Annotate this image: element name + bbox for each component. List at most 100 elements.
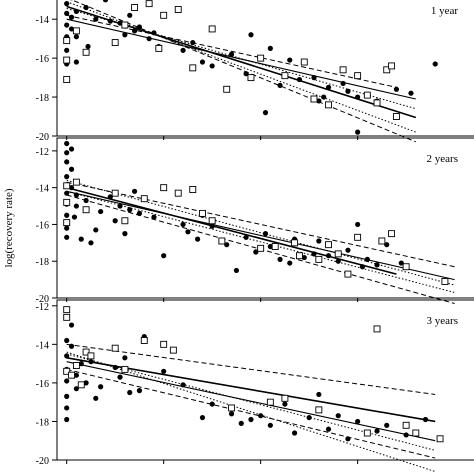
data-point-filled: [117, 20, 123, 26]
data-point-filled: [199, 414, 206, 421]
data-point-filled: [316, 238, 322, 244]
data-point-open: [392, 113, 400, 120]
data-point-filled: [374, 428, 380, 434]
data-point-filled: [127, 389, 133, 396]
data-point-open: [281, 394, 289, 402]
data-point-filled: [151, 30, 157, 36]
data-point-filled: [98, 384, 104, 390]
data-point-open: [63, 182, 71, 190]
data-point-filled: [228, 411, 235, 417]
data-point-filled: [355, 129, 361, 135]
data-point-filled: [355, 418, 361, 425]
data-point-filled: [68, 343, 75, 349]
data-point-filled: [408, 90, 414, 96]
data-point-filled: [64, 159, 70, 165]
data-point-filled: [262, 110, 269, 116]
data-point-filled: [122, 32, 128, 38]
panel-label: 3 years: [427, 315, 458, 327]
data-point-open: [271, 243, 279, 250]
data-point-open: [291, 239, 299, 247]
data-point-filled: [267, 422, 273, 428]
data-point-filled: [83, 380, 89, 386]
data-point-filled: [161, 253, 167, 259]
data-point-open: [82, 348, 90, 356]
confidence-band-dashed: [66, 14, 397, 88]
data-point-filled: [296, 76, 303, 83]
data-point-filled: [146, 36, 152, 42]
data-point-filled: [131, 28, 138, 34]
data-point-filled: [422, 416, 429, 423]
data-point-open: [378, 237, 386, 245]
y-axis-label: log(recovery rate): [3, 188, 15, 267]
data-point-open: [145, 0, 153, 8]
panel-2: -12 -14 -16 -18 -20 2 years: [36, 137, 474, 305]
data-point-filled: [180, 221, 186, 228]
data-point-open: [208, 25, 216, 33]
data-point-open: [436, 435, 444, 443]
panel-frame: [56, 0, 474, 137]
data-point-open: [300, 58, 308, 66]
data-point-open: [281, 72, 289, 80]
data-point-open: [63, 219, 71, 227]
panels-container: -14 -16 -18 -20 1 year -12 -14 -16 -18 -20 2 years…: [36, 0, 474, 473]
data-point-filled: [287, 57, 293, 63]
data-point-open: [63, 37, 71, 45]
confidence-band-dotted: [66, 351, 436, 473]
data-point-filled: [209, 223, 215, 229]
data-point-filled: [136, 388, 143, 394]
data-point-filled: [355, 94, 361, 100]
data-point-filled: [325, 253, 332, 259]
confidence-band-dotted: [66, 179, 455, 286]
data-point-filled: [64, 393, 70, 399]
data-point-filled: [282, 401, 288, 407]
data-point-filled: [68, 166, 75, 172]
panel-frame: [56, 299, 474, 461]
data-point-filled: [136, 24, 143, 30]
data-point-filled: [345, 88, 351, 94]
data-point-filled: [301, 254, 307, 261]
data-point-open: [174, 189, 182, 197]
y-tick-label: -18: [36, 93, 49, 104]
data-point-open: [72, 27, 80, 35]
data-point-open: [63, 313, 71, 321]
data-point-open: [77, 381, 85, 389]
data-point-open: [140, 337, 148, 344]
data-point-filled: [78, 361, 84, 367]
data-point-open: [131, 4, 139, 11]
data-point-open: [247, 74, 255, 82]
fit-line: [66, 186, 397, 275]
data-point-open: [63, 198, 71, 206]
data-point-open: [189, 64, 197, 72]
data-point-filled: [403, 432, 409, 438]
data-point-open: [111, 39, 119, 47]
data-point-filled: [262, 231, 269, 237]
data-point-filled: [180, 47, 186, 53]
data-point-open: [174, 6, 182, 13]
data-point-open: [257, 244, 265, 252]
data-point-filled: [64, 174, 70, 180]
data-point-filled: [224, 242, 230, 248]
y-tick-label: -12: [36, 147, 49, 158]
data-point-filled: [335, 413, 341, 419]
data-point-open: [412, 429, 420, 437]
data-point-filled: [64, 234, 70, 240]
data-point-filled: [233, 267, 240, 274]
data-point-filled: [83, 197, 89, 204]
data-point-filled: [64, 225, 70, 231]
data-point-filled: [340, 80, 346, 87]
data-point-open: [363, 91, 371, 99]
data-point-filled: [321, 94, 327, 100]
data-point-open: [63, 76, 71, 83]
data-point-filled: [325, 84, 332, 90]
data-point-filled: [107, 18, 113, 24]
data-point-filled: [73, 59, 79, 65]
data-point-filled: [64, 353, 70, 359]
data-point-open: [373, 325, 381, 333]
panel-1: -14 -16 -18 -20 1 year: [36, 0, 474, 143]
data-point-filled: [209, 63, 215, 69]
data-point-filled: [78, 236, 84, 242]
data-point-open: [121, 21, 129, 29]
data-point-filled: [85, 43, 91, 50]
data-point-open: [155, 44, 163, 52]
